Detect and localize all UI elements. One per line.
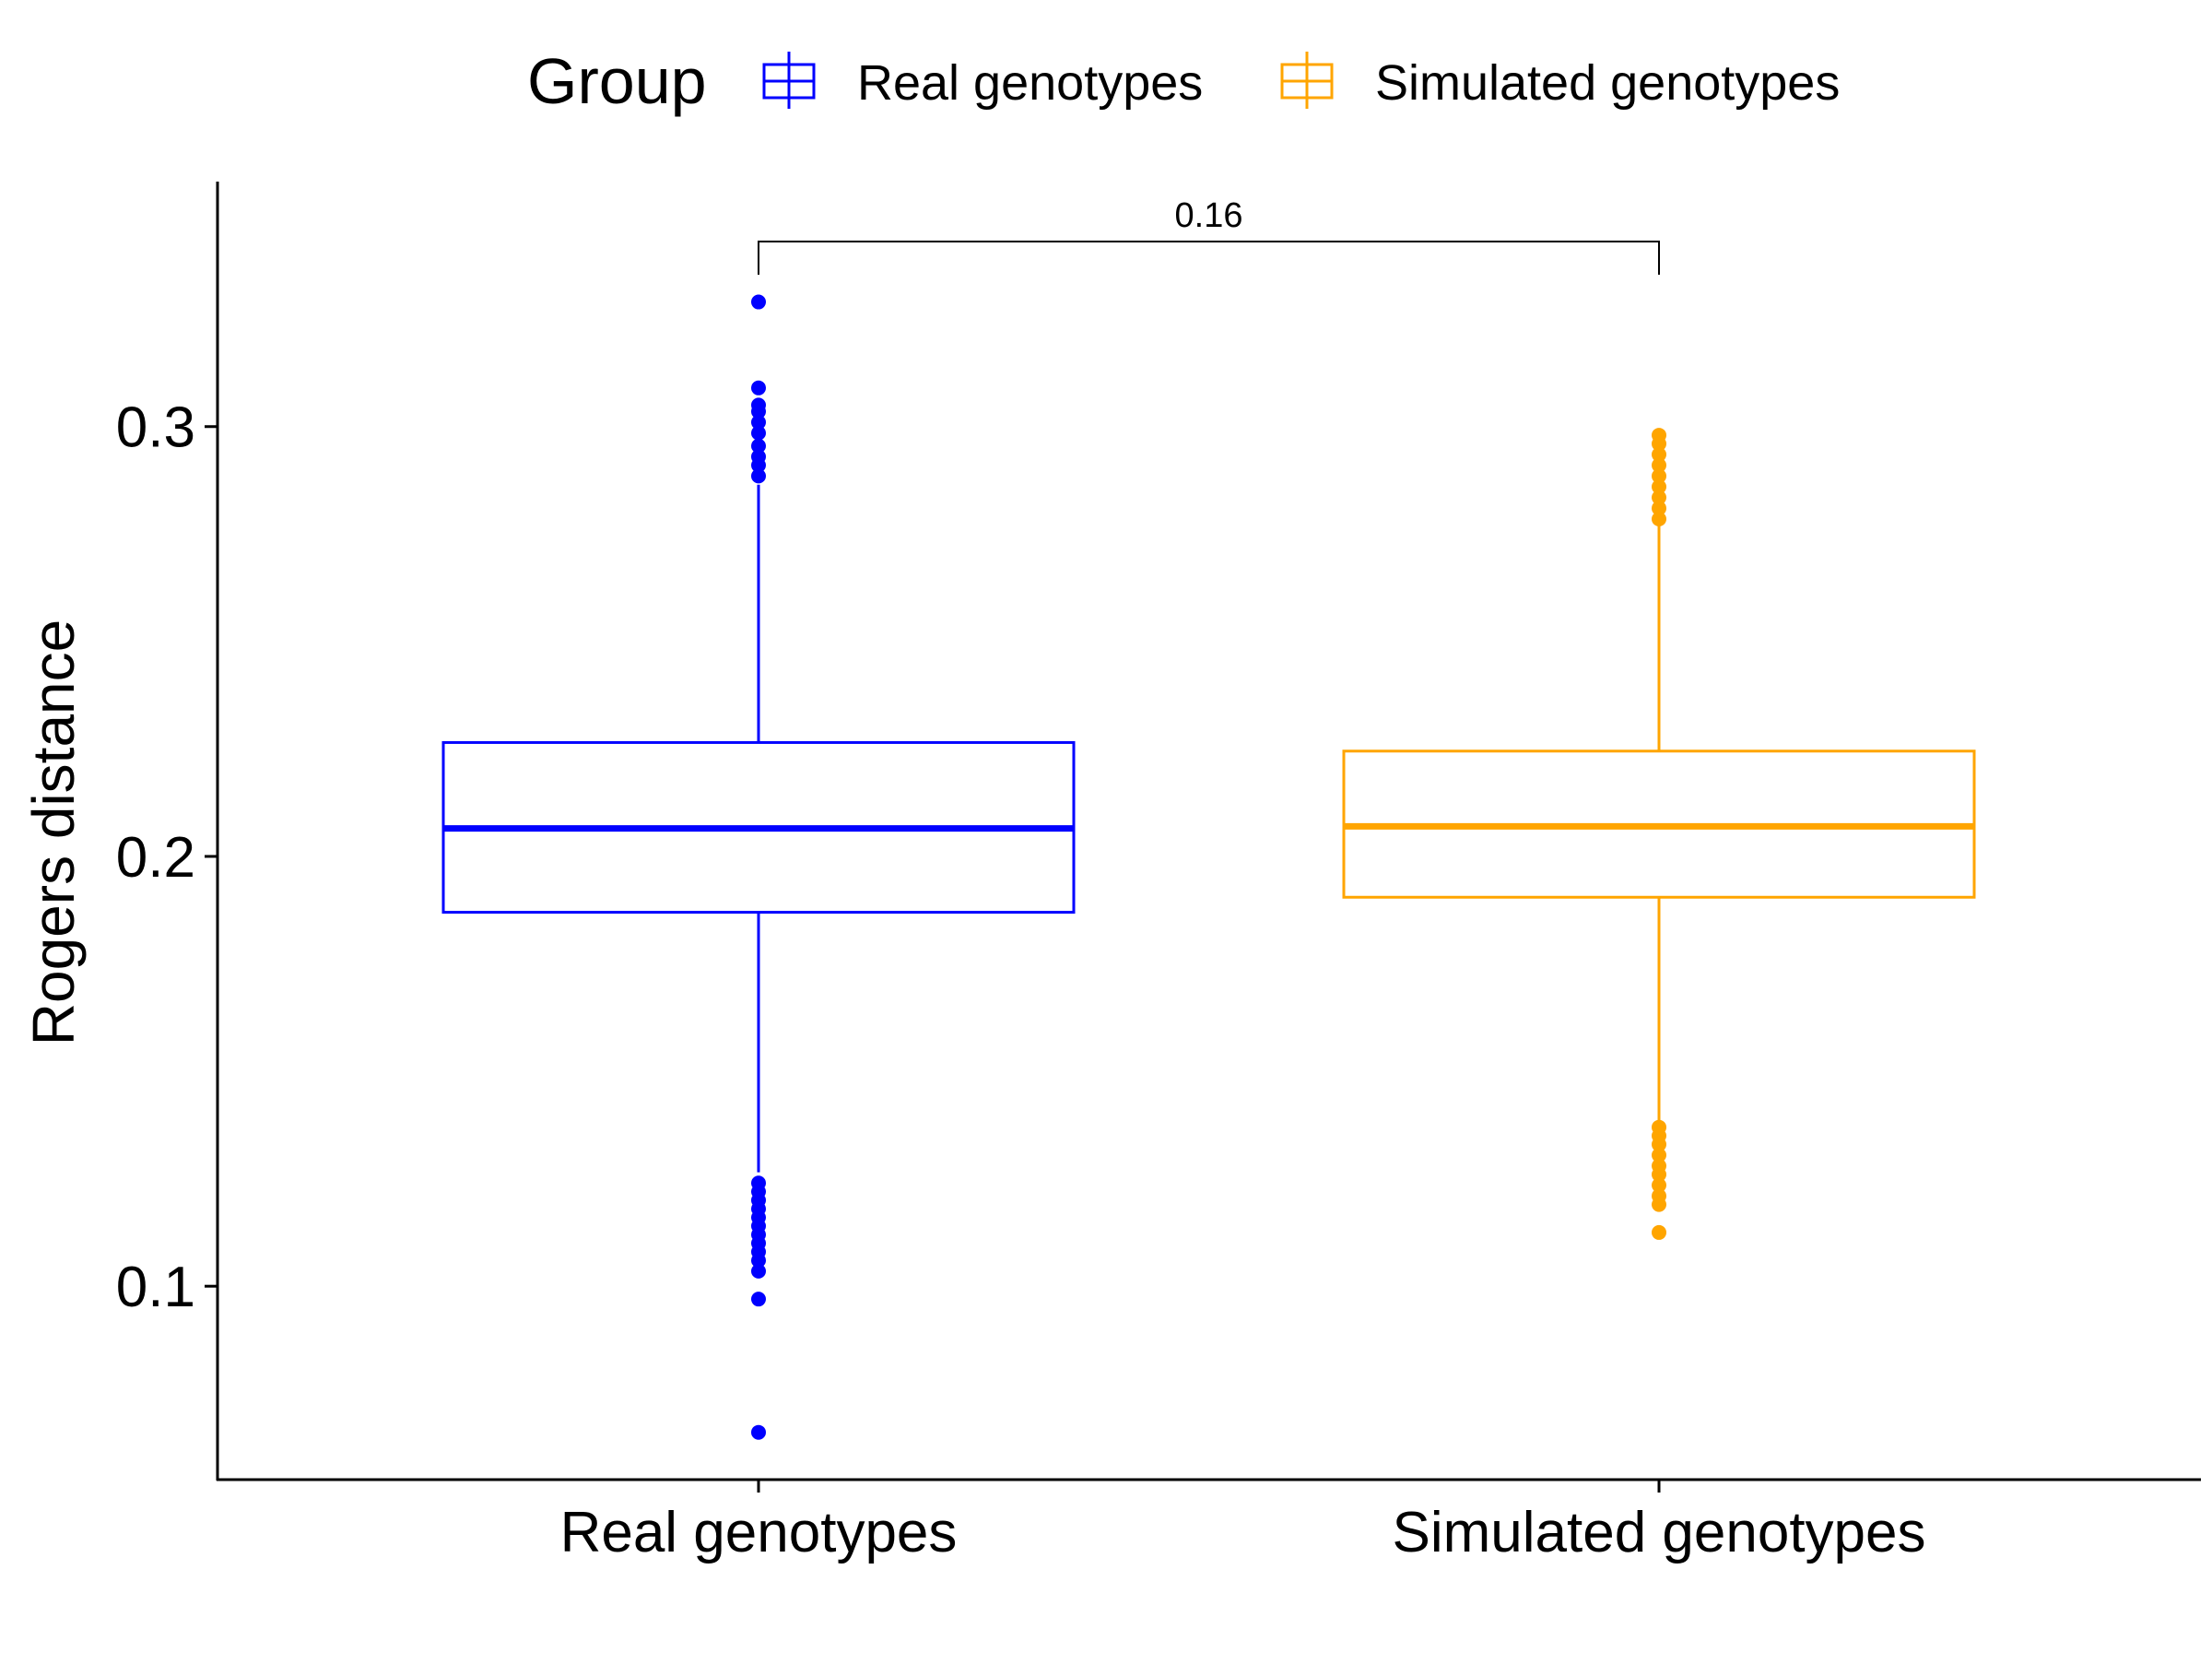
outlier-point [1652, 428, 1666, 443]
y-tick-label: 0.3 [116, 396, 195, 460]
outlier-point [751, 425, 766, 441]
outlier-point [751, 380, 766, 395]
y-tick-label: 0.2 [116, 826, 195, 890]
outlier-point [751, 415, 766, 431]
outlier-point [1652, 1224, 1666, 1240]
outlier-point [1652, 447, 1666, 463]
outlier-point [751, 1424, 766, 1440]
significance-bracket: 0.16 [758, 196, 1660, 275]
outlier-point [751, 449, 766, 465]
outlier-point [751, 468, 766, 484]
outlier-point [1652, 1158, 1666, 1174]
legend-label: Real genotypes [857, 55, 1203, 111]
outlier-point [751, 397, 766, 413]
box-0 [441, 294, 1076, 1440]
outlier-point [1652, 490, 1666, 505]
box-1 [1342, 428, 1976, 1240]
outlier-point [751, 1292, 766, 1307]
outlier-point [1652, 1177, 1666, 1193]
y-tick-label: 0.1 [116, 1256, 195, 1319]
outlier-point [1652, 1188, 1666, 1204]
bracket-label: 0.16 [1175, 196, 1243, 235]
legend-title: Group [527, 45, 707, 117]
outlier-point [751, 438, 766, 454]
outlier-point [751, 1175, 766, 1191]
legend-label: Simulated genotypes [1375, 55, 1840, 111]
x-tick-label: Real genotypes [560, 1501, 958, 1564]
outlier-point [1652, 457, 1666, 473]
outlier-point [751, 1263, 766, 1279]
outlier-point [1652, 479, 1666, 495]
bracket-line [758, 241, 1660, 275]
outlier-point [1652, 501, 1666, 516]
x-tick-label: Simulated genotypes [1392, 1501, 1925, 1564]
legend-item-1: Simulated genotypes [1280, 52, 1840, 111]
outlier-point [1652, 511, 1666, 526]
legend-item-0: Real genotypes [762, 52, 1203, 111]
outlier-point [1652, 1119, 1666, 1135]
y-axis-title: Rogers distance [20, 620, 87, 1045]
outlier-point [1652, 1148, 1666, 1162]
legend: Group Real genotypes Simulated genotypes [527, 45, 1840, 117]
plot-area: 0.16 [441, 196, 1976, 1440]
axes: 0.1 0.2 0.3 Real genotypes Simulated genotyp… [20, 182, 2201, 1564]
outlier-point [1652, 468, 1666, 484]
outlier-point [751, 294, 766, 310]
